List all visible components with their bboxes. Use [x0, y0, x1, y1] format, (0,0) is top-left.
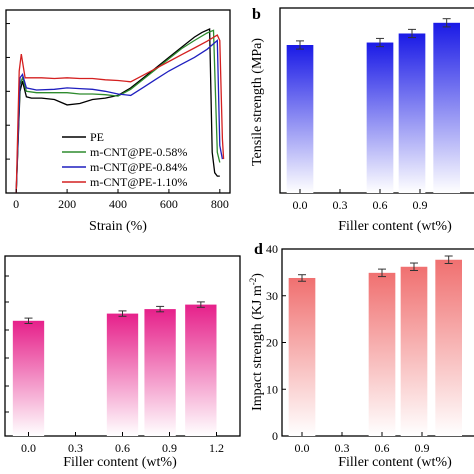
- panel-c-bar-chart: 0.0 0.3 0.6 0.9 1.2 Filler content (wt%): [4, 255, 241, 470]
- panel-d-y-ticks: 0 10 20 30 40: [266, 242, 286, 443]
- panel-d-bar: [400, 266, 428, 436]
- panel-b-x-axis-label: Filler content (wt%): [338, 219, 452, 234]
- panel-a-stress-strain-chart: 0 200 400 600 800 PEm-CNT@PE-0.58%m-CNT@PE-0…: [5, 9, 231, 234]
- panel-a-legend-label: PE: [90, 130, 104, 144]
- panel-c-x-tick-label: 0.9: [162, 441, 177, 455]
- panel-d-bar: [435, 259, 462, 436]
- panel-c-x-tick-label: 1.2: [209, 441, 224, 455]
- panel-d-x-tick-label: 0.9: [415, 441, 430, 455]
- panel-b-x-tick-label: 0.0: [293, 198, 308, 212]
- panel-b-x-tick-label: 0.3: [333, 198, 348, 212]
- panel-c-bar: [12, 320, 45, 436]
- panel-c-x-tick-label: 0.6: [115, 441, 130, 455]
- panel-d-y-tick-label: 30: [266, 289, 278, 303]
- panel-d-x-tick-label: 0.3: [335, 441, 350, 455]
- panel-b-bar: [398, 33, 426, 193]
- panel-a-series-line-2: [15, 39, 224, 194]
- panel-b-tensile-strength-chart: b 0.0 0.3 0.6 0.9 Filler content (wt%) Tens…: [250, 6, 474, 234]
- panel-d-y-tick-label: 20: [266, 336, 278, 350]
- panel-a-series-lines: [6, 23, 225, 194]
- panel-b-x-ticks: 0.0 0.3 0.6 0.9: [293, 189, 428, 212]
- panel-d-x-tick-label: 0.0: [295, 441, 310, 455]
- panel-d-y-axis-label: Impact strength (KJ m-2): [248, 273, 265, 411]
- panel-c-x-tick-label: 0.3: [68, 441, 83, 455]
- panel-a-legend: PEm-CNT@PE-0.58%m-CNT@PE-0.84%m-CNT@PE-1…: [62, 130, 187, 189]
- panel-d-y-tick-label: 10: [266, 382, 278, 396]
- panel-c-x-axis-label: Filler content (wt%): [63, 455, 177, 470]
- panel-c-bar: [185, 304, 217, 436]
- panel-a-x-tick-label: 800: [211, 197, 229, 211]
- panel-b-bar: [433, 22, 460, 193]
- panel-a-x-ticks: 0 200 400 600 800: [13, 189, 229, 211]
- panel-a-series-line-1: [15, 29, 221, 194]
- panel-a-x-tick-label: 600: [160, 197, 178, 211]
- panel-d-x-ticks: 0.0 0.3 0.6 0.9: [295, 432, 430, 455]
- panel-d-bar: [368, 272, 396, 436]
- panel-b-x-tick-label: 0.6: [373, 198, 388, 212]
- panel-d-letter: d: [254, 241, 263, 258]
- panel-b-bars: [286, 18, 460, 194]
- panel-a-legend-label: m-CNT@PE-0.58%: [90, 145, 187, 159]
- panel-d-y-label-close: ): [250, 273, 265, 278]
- panel-b-x-tick-label: 0.9: [413, 198, 428, 212]
- panel-a-x-tick-label: 200: [58, 197, 76, 211]
- panel-d-y-label-main: Impact strength (KJ m: [250, 285, 265, 411]
- panel-d-bar: [288, 277, 316, 436]
- panel-d-y-tick-label: 0: [272, 429, 278, 443]
- panel-d-x-tick-label: 0.6: [375, 441, 390, 455]
- panel-b-bar: [366, 42, 394, 194]
- panel-a-legend-label: m-CNT@PE-0.84%: [90, 160, 187, 174]
- panel-a-legend-label: m-CNT@PE-1.10%: [90, 175, 187, 189]
- panel-d-bars: [288, 255, 462, 436]
- panel-d-y-tick-label: 40: [266, 242, 278, 256]
- panel-a-series-line-3: [15, 34, 225, 194]
- panel-d-impact-strength-chart: d 0.0 0.3 0.6 0.9 0 10 20 30 40 Filler content …: [248, 241, 474, 470]
- panel-a-x-tick-label: 400: [109, 197, 127, 211]
- panel-d-x-axis-label: Filler content (wt%): [338, 455, 452, 470]
- panel-a-x-tick-label: 0: [13, 197, 19, 211]
- panel-c-bar: [144, 309, 176, 436]
- panel-b-letter: b: [252, 6, 261, 23]
- panel-a-x-axis-label: Strain (%): [89, 219, 147, 234]
- panel-d-y-label-sup: -2: [248, 278, 258, 286]
- panel-c-x-tick-label: 0.0: [21, 441, 36, 455]
- panel-c-x-ticks: 0.0 0.3 0.6 0.9 1.2: [5, 275, 224, 455]
- panel-c-bars: [12, 301, 217, 436]
- panel-c-bar: [106, 313, 139, 436]
- panel-b-bar: [286, 45, 314, 193]
- panel-a-series-line-0: [15, 28, 220, 194]
- panel-b-y-axis-label: Tensile strength (MPa): [250, 38, 265, 166]
